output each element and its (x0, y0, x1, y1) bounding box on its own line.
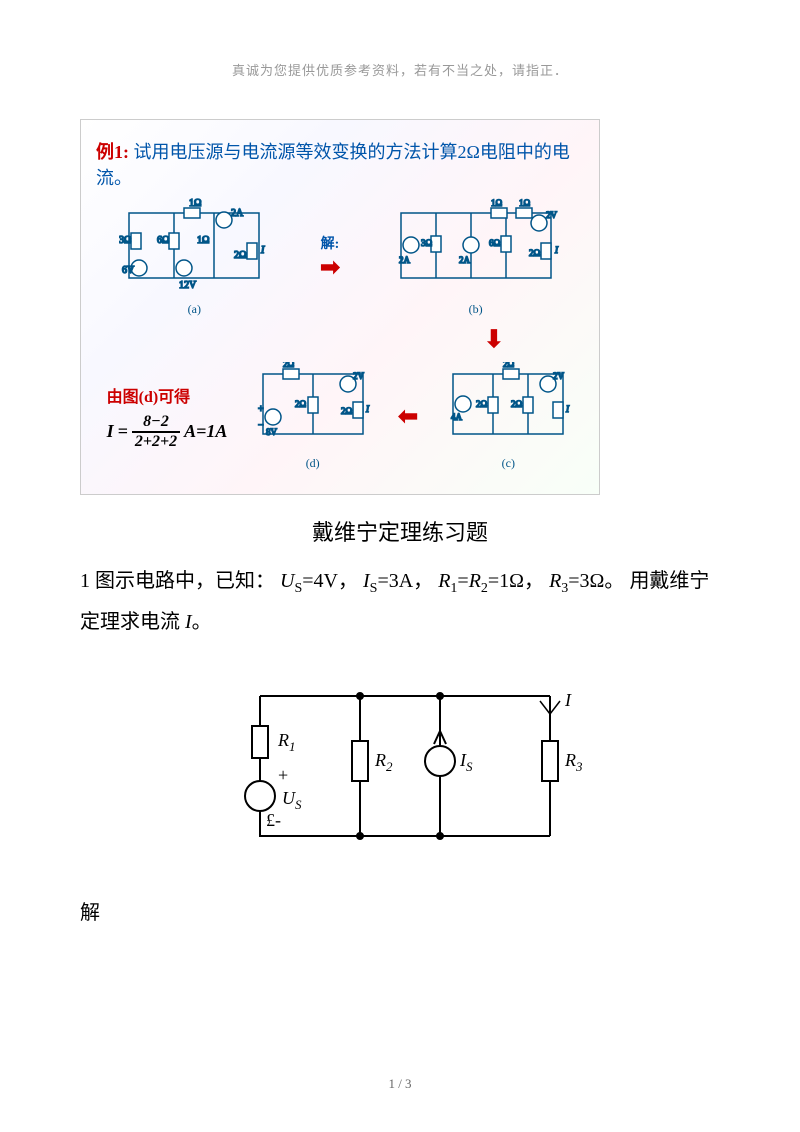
arrow-left-icon: ⬅ (398, 402, 418, 431)
svg-text:1Ω: 1Ω (189, 198, 201, 209)
svg-text:6Ω: 6Ω (157, 235, 169, 246)
arrow-right-icon: ➡ (320, 253, 340, 282)
svg-text:3Ω: 3Ω (421, 238, 433, 248)
answer-label: 解 (80, 896, 720, 925)
circuit-b-label: (b) (391, 302, 561, 317)
svg-text:R1: R1 (277, 730, 296, 754)
svg-text:1Ω: 1Ω (197, 235, 209, 246)
example-1-box: 例1: 试用电压源与电流源等效变换的方法计算2Ω电阻中的电流。 1Ω 2A 3Ω… (80, 119, 600, 495)
svg-text:US: US (282, 788, 302, 812)
svg-text:£-: £- (266, 810, 281, 830)
svg-text:2V: 2V (546, 210, 558, 220)
svg-text:I: I (260, 245, 265, 256)
svg-text:R2: R2 (374, 750, 393, 774)
svg-text:2Ω: 2Ω (511, 399, 523, 409)
svg-text:2A: 2A (459, 255, 471, 265)
svg-text:2Ω: 2Ω (503, 362, 515, 369)
svg-text:1Ω: 1Ω (519, 198, 531, 208)
svg-text:4A: 4A (451, 412, 463, 422)
svg-text:3Ω: 3Ω (119, 235, 131, 246)
svg-text:IS: IS (459, 750, 473, 774)
example-prompt: 试用电压源与电流源等效变换的方法计算2Ω电阻中的电流。 (96, 142, 570, 188)
example-label: 例1: (96, 142, 129, 162)
svg-text:I: I (554, 245, 559, 255)
circuit-a-label: (a) (119, 302, 269, 317)
svg-text:2V: 2V (353, 371, 365, 381)
svg-text:6Ω: 6Ω (489, 238, 501, 248)
svg-text:2Ω: 2Ω (341, 406, 353, 416)
svg-text:+: + (258, 404, 264, 415)
svg-text:2Ω: 2Ω (476, 399, 488, 409)
svg-text:I: I (365, 404, 370, 414)
svg-text:2Ω: 2Ω (283, 362, 295, 369)
problem-1-text: 1 图示电路中，已知： US=4V， IS=3A， R1=R2=1Ω， R3=3… (80, 562, 720, 641)
arrow-down-icon: ⬇ (484, 327, 504, 353)
svg-text:8V: 8V (266, 427, 278, 437)
result-caption: 由图(d)可得 (107, 383, 228, 407)
example-title-row: 例1: 试用电压源与电流源等效变换的方法计算2Ω电阻中的电流。 (96, 138, 584, 190)
circuits-row-top: 1Ω 2A 3Ω 6Ω 1Ω 6V 12V 2Ω I (a) 解: ➡ (96, 198, 584, 317)
circuit-d-label: (d) (253, 456, 373, 471)
svg-text:2Ω: 2Ω (529, 248, 541, 258)
svg-text:2Ω: 2Ω (234, 250, 246, 261)
solve-arrow-1: 解: ➡ (320, 233, 340, 282)
svg-text:2Ω: 2Ω (295, 399, 307, 409)
header-disclaimer: 真诚为您提供优质参考资料，若有不当之处，请指正． (80, 60, 720, 79)
svg-text:−: − (258, 420, 264, 431)
section-title: 戴维宁定理练习题 (80, 515, 720, 547)
svg-text:2A: 2A (399, 255, 411, 265)
circuits-row-bottom: 由图(d)可得 I = 8−2 2+2+2 A =1A (96, 362, 584, 471)
formula-block: 由图(d)可得 I = 8−2 2+2+2 A =1A (107, 383, 228, 451)
svg-text:I: I (564, 690, 572, 710)
svg-text:1Ω: 1Ω (491, 198, 503, 208)
svg-text:+: + (278, 765, 288, 785)
problem-1-circuit: R1 + US £- R2 IS R3 I (200, 666, 600, 866)
circuit-c-label: (c) (443, 456, 573, 471)
svg-text:12V: 12V (179, 280, 197, 291)
circuit-d: 2Ω 2V 2Ω 8V 2Ω I + − (d) (253, 362, 373, 471)
svg-text:2A: 2A (231, 208, 244, 219)
circuit-b: 1Ω 1Ω 2V 2A 3Ω 2A 6Ω 2Ω I (b) (391, 198, 561, 317)
svg-text:I: I (565, 404, 570, 414)
svg-text:2V: 2V (553, 371, 565, 381)
circuit-c: 2Ω 2V 4A 2Ω 2Ω I (c) (443, 362, 573, 471)
page-number: 1 / 3 (0, 1076, 800, 1092)
svg-text:R3: R3 (564, 750, 583, 774)
circuit-a: 1Ω 2A 3Ω 6Ω 1Ω 6V 12V 2Ω I (a) (119, 198, 269, 317)
svg-text:6V: 6V (122, 265, 135, 276)
